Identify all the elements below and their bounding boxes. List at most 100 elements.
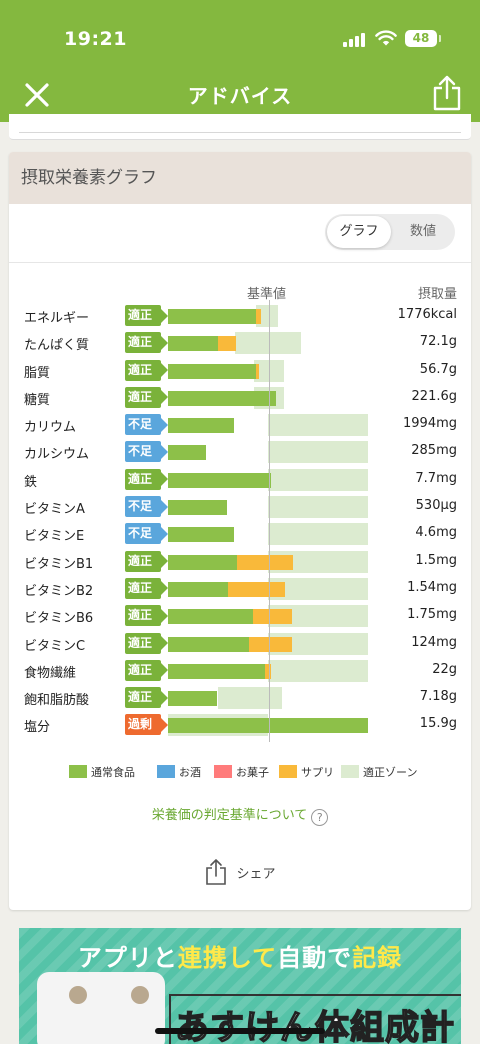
nutrient-rows: エネルギー 適正 1776kcal たんぱく質 適正 72.1g 脂質 適正 56.7g 糖質 適正…: [9, 302, 471, 739]
intake-value: 72.1g: [419, 334, 457, 350]
status-badge: 適正: [125, 632, 168, 654]
nutrient-row: 鉄 適正 7.7mg: [9, 466, 471, 493]
legend-label: お酒: [179, 766, 201, 779]
bar-segment-regular: [168, 691, 217, 707]
close-icon[interactable]: [22, 80, 52, 110]
status-badge: 不足: [125, 523, 168, 545]
optimal-zone: [268, 468, 368, 491]
status-badge: 適正: [125, 659, 168, 681]
nutrient-name: ビタミンB6: [24, 611, 94, 627]
help-icon[interactable]: ?: [311, 809, 329, 826]
intake-value: 22g: [432, 661, 457, 677]
status-badge: 適正: [125, 332, 168, 354]
status-badge: 適正: [125, 687, 168, 709]
legend-label: お菓子: [236, 766, 269, 779]
status-badge: 適正: [125, 305, 168, 326]
optimal-zone: [268, 659, 368, 682]
home-indicator: [155, 1028, 325, 1034]
nutrient-bar: [168, 496, 369, 519]
bar-segment-regular: [168, 609, 253, 625]
intake-value: 1.5mg: [415, 552, 457, 568]
bar-segment-regular: [168, 472, 271, 488]
nutrient-row: ビタミンB2 適正 1.54mg: [9, 575, 471, 602]
nutrient-name: 糖質: [24, 392, 51, 408]
nutrient-row: たんぱく質 適正 72.1g: [9, 329, 471, 356]
intake-value: 1.75mg: [407, 607, 457, 623]
share-button[interactable]: シェア: [9, 858, 471, 886]
legend-swatch: [214, 765, 232, 778]
nutrient-row: 塩分 過剰 15.9g: [9, 711, 471, 738]
nutrient-name: ビタミンA: [24, 502, 85, 518]
intake-value: 1994mg: [403, 416, 457, 432]
legend-item-supplement: サプリ: [279, 764, 334, 780]
legend-item-zone: 適正ゾーン: [341, 764, 417, 780]
bar-segment-supplement: [228, 581, 285, 597]
nutrient-bar: [168, 577, 369, 600]
intake-value: 221.6g: [411, 388, 457, 404]
divider: [9, 262, 471, 263]
legend-swatch: [157, 765, 175, 778]
share-label: シェア: [236, 866, 276, 882]
legend-label: 適正ゾーン: [363, 766, 418, 779]
bar-segment-regular: [168, 527, 234, 543]
optimal-zone: [268, 496, 368, 519]
nutrient-bar: [168, 305, 369, 327]
share-icon: [206, 859, 227, 885]
bar-segment-regular: [168, 418, 234, 434]
legend: 通常食品 お酒 お菓子 サプリ 適正ゾーン: [69, 764, 469, 784]
previous-card: [9, 114, 471, 140]
legend-swatch: [69, 765, 87, 778]
optimal-zone: [268, 605, 368, 628]
legend-item-snack: お菓子: [214, 764, 269, 780]
nutrient-name: 食物繊維: [24, 665, 77, 681]
legend-label: 通常食品: [91, 766, 135, 779]
intake-value: 530µg: [415, 498, 457, 514]
nutrient-name: たんぱく質: [24, 338, 90, 354]
nutrient-name: カリウム: [24, 420, 77, 436]
bar-segment-regular: [168, 718, 368, 734]
bar-segment-supplement: [253, 609, 292, 625]
status-badge: 適正: [125, 605, 168, 627]
app-bar: 19:21 48 アドバイス: [0, 0, 480, 122]
bar-segment-regular: [168, 390, 276, 406]
bar-segment-supplement: [218, 336, 236, 352]
bar-segment-regular: [168, 309, 256, 324]
legend-swatch: [341, 765, 359, 778]
optimal-zone: [268, 577, 368, 600]
nutrient-bar: [168, 414, 369, 437]
nutrient-name: 鉄: [24, 474, 38, 490]
nutrient-row: 糖質 適正 221.6g: [9, 384, 471, 411]
status-badge: 適正: [125, 359, 168, 381]
criteria-link-text[interactable]: 栄養価の判定基準について: [151, 808, 308, 823]
criteria-link[interactable]: 栄養価の判定基準について?: [9, 804, 471, 826]
nutrient-name: エネルギー: [24, 311, 90, 326]
status-badge: 適正: [125, 386, 168, 408]
promo-banner[interactable]: アプリと連携して自動で記録 あすけん体組成計: [19, 928, 461, 1044]
nutrient-row: 飽和脂肪酸 適正 7.18g: [9, 684, 471, 711]
cellular-signal-icon: [343, 31, 369, 47]
legend-swatch: [279, 765, 297, 778]
legend-item-alcohol: お酒: [157, 764, 201, 780]
wifi-icon: [375, 30, 397, 46]
optimal-zone: [235, 332, 301, 355]
bar-segment-regular: [168, 500, 227, 516]
intake-value: 7.7mg: [415, 470, 457, 486]
standard-header: 基準値: [247, 287, 287, 302]
banner-frame: [169, 994, 461, 1044]
nutrient-name: ビタミンC: [24, 638, 86, 654]
nutrient-row: エネルギー 適正 1776kcal: [9, 302, 471, 329]
share-icon[interactable]: [430, 74, 464, 112]
bar-segment-supplement: [256, 363, 259, 379]
status-time: 19:21: [64, 28, 127, 50]
nutrient-bar: [168, 605, 369, 628]
numeric-tab[interactable]: 数値: [409, 224, 436, 239]
optimal-zone: [268, 523, 368, 546]
nutrient-graph-card: 摂取栄養素グラフ グラフ 数値 基準値 摂取量 エネルギー 適正 1776kcal た…: [9, 152, 471, 910]
bar-segment-regular: [168, 445, 206, 461]
intake-value: 1776kcal: [397, 307, 457, 322]
nutrient-row: ビタミンB6 適正 1.75mg: [9, 602, 471, 629]
nutrient-row: カリウム 不足 1994mg: [9, 411, 471, 438]
intake-value: 15.9g: [419, 716, 457, 732]
graph-tab[interactable]: グラフ: [327, 216, 391, 248]
nutrient-name: 飽和脂肪酸: [24, 693, 90, 709]
